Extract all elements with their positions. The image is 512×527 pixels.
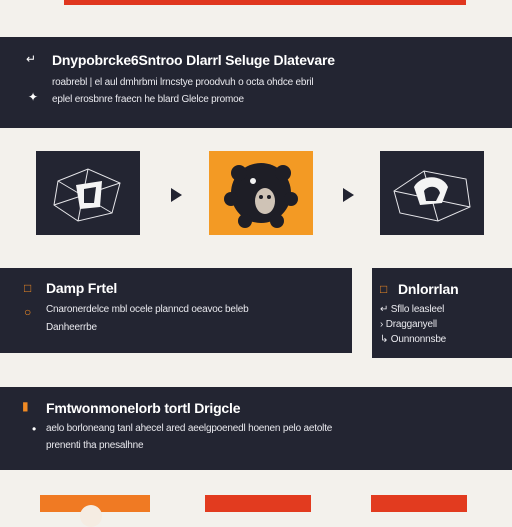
bullet-dot-icon: • xyxy=(32,422,37,436)
bullet-circle-icon: ○ xyxy=(24,305,32,319)
bullet-square-icon: □ xyxy=(24,281,32,295)
section4-text-line2: prenenti tha pnesalhne xyxy=(46,440,144,451)
section1-title: Dnypobrcke6Sntroo Dlarrl Seluge Dlatevar… xyxy=(52,52,335,68)
wireframe-object-icon xyxy=(53,168,121,222)
flow-card-1[interactable] xyxy=(36,151,140,235)
section2-text-line1: Cnaronerdelce mbl ocele planncd oeavoc b… xyxy=(46,304,249,315)
section1-text-line2: eplel erosbnre fraecn he blard Glelce pr… xyxy=(52,94,244,105)
section3-item-3: ↳ Ounnonnsbe xyxy=(380,334,447,345)
bottom-tile-1-circle-icon xyxy=(80,505,102,527)
section1-text-line1: roabrebl | el aul dmhrbmi lrncstye prood… xyxy=(52,77,314,88)
section4-title: Fmtwonmonelorb tortl Drigcle xyxy=(46,400,241,416)
face-gear-icon xyxy=(224,163,298,228)
header-panel: ↵ ✦ Dnypobrcke6Sntroo Dlarrl Seluge Dlat… xyxy=(0,37,512,128)
expand-icon[interactable]: ↵ xyxy=(26,52,37,66)
section3-item-2: › Dragganyell xyxy=(380,319,437,330)
section4-text-line1: aelo borloneang tanl ahecel ared aeelgpo… xyxy=(46,423,333,434)
bottom-tile-1[interactable] xyxy=(40,495,150,512)
bullet-square-icon: □ xyxy=(380,282,388,296)
right-info-panel: □ Dnlorrlan ↵ Sfllo leasleel › Dragganye… xyxy=(372,268,512,358)
section3-title: Dnlorrlan xyxy=(398,281,459,297)
bullet-bar-icon: ▮ xyxy=(22,399,29,413)
flow-card-2[interactable] xyxy=(209,151,313,235)
left-info-panel: □ ○ Damp Frtel Cnaronerdelce mbl ocele p… xyxy=(0,268,352,353)
bottom-tile-2[interactable] xyxy=(205,495,311,512)
bottom-tile-3[interactable] xyxy=(371,495,467,512)
section3-item-1: ↵ Sfllo leasleel xyxy=(380,304,445,315)
section2-title: Damp Frtel xyxy=(46,280,118,296)
top-accent-bar xyxy=(64,0,466,5)
section2-text-line2: Danheerrbe xyxy=(46,322,97,333)
flow-arrow-1 xyxy=(171,188,182,202)
flow-card-3[interactable] xyxy=(380,151,484,235)
flow-arrow-2 xyxy=(343,188,354,202)
wireframe-hat-icon xyxy=(393,170,471,222)
bottom-info-panel: ▮ • Fmtwonmonelorb tortl Drigcle aelo bo… xyxy=(0,387,512,470)
sparkle-icon: ✦ xyxy=(28,90,39,104)
